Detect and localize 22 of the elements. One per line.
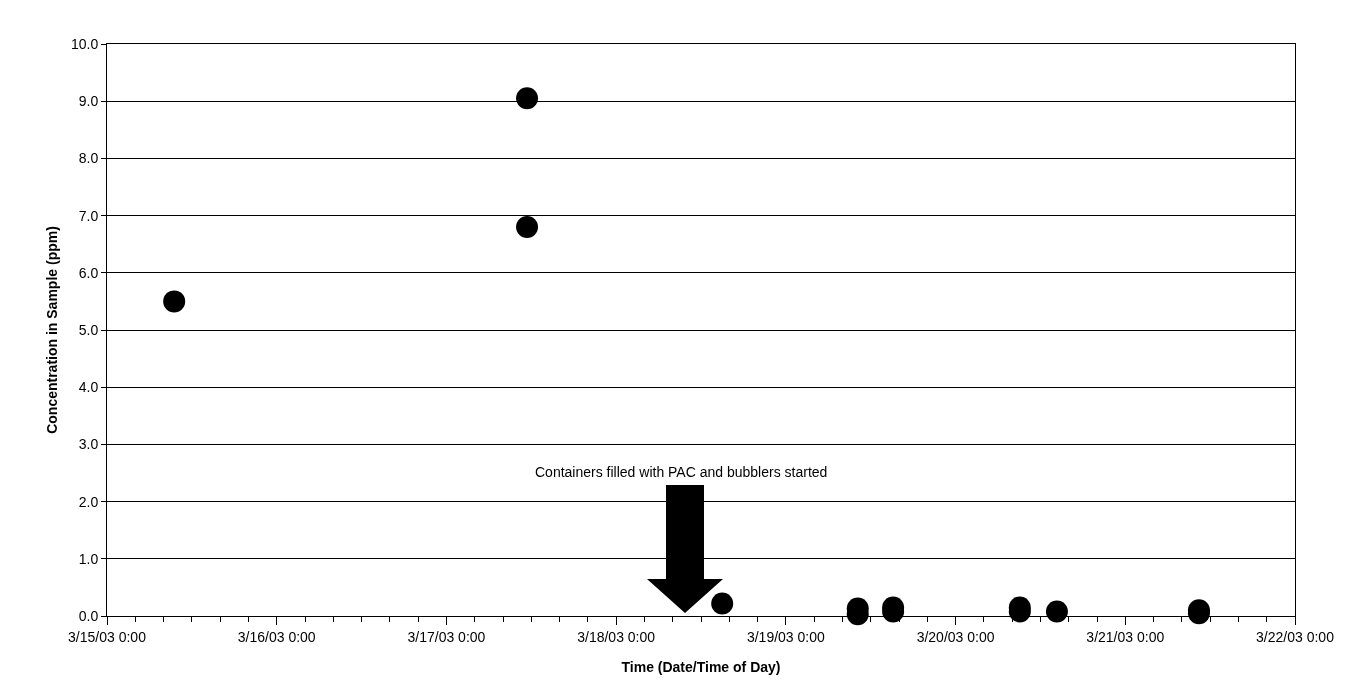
y-axis-title: Concentration in Sample (ppm) bbox=[43, 226, 60, 434]
annotation: Containers filled with PAC and bubblers started bbox=[535, 464, 828, 480]
y-tick-label: 9.0 bbox=[78, 93, 99, 110]
y-tick-label: 0.0 bbox=[78, 607, 99, 624]
y-tick-label: 5.0 bbox=[78, 321, 99, 338]
x-tick-label: 3/15/03 0:00 bbox=[68, 628, 147, 645]
x-axis-title: Time (Date/Time of Day) bbox=[621, 659, 781, 676]
x-tick-label: 3/19/03 0:00 bbox=[746, 628, 825, 645]
x-tick-label: 3/17/03 0:00 bbox=[407, 628, 486, 645]
x-tick-label: 3/18/03 0:00 bbox=[577, 628, 656, 645]
y-tick-label: 10.0 bbox=[70, 35, 99, 52]
y-tick-label: 1.0 bbox=[78, 550, 99, 567]
x-tick-label: 3/21/03 0:00 bbox=[1086, 628, 1165, 645]
x-tick-label: 3/22/03 0:00 bbox=[1256, 628, 1335, 645]
y-tick-label: 4.0 bbox=[78, 379, 99, 396]
y-tick-label: 6.0 bbox=[78, 264, 99, 281]
y-tick-label: 3.0 bbox=[78, 436, 99, 453]
y-tick-label: 7.0 bbox=[78, 207, 99, 224]
x-tick-label: 3/20/03 0:00 bbox=[916, 628, 995, 645]
y-tick-label: 2.0 bbox=[78, 493, 99, 510]
x-tick-label: 3/16/03 0:00 bbox=[237, 628, 316, 645]
y-tick-label: 8.0 bbox=[78, 150, 99, 167]
